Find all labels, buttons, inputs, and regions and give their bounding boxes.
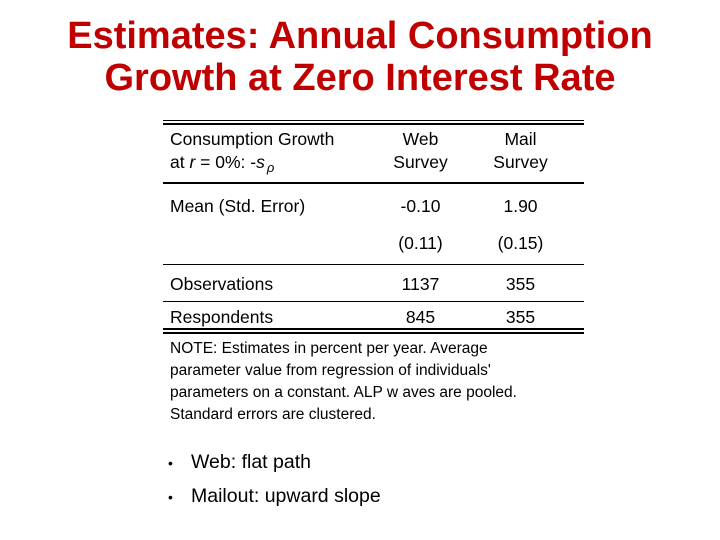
web-value: -0.10 — [400, 196, 441, 216]
web-value: 845 — [405, 307, 436, 327]
bullet-icon: • — [168, 489, 173, 505]
header-label-line2: at r = 0%: -s ρ — [170, 152, 275, 175]
row-label: Respondents — [170, 307, 274, 327]
bullet-text: Web: flat path — [191, 451, 311, 473]
rho-subscript: ρ — [266, 160, 275, 175]
table-row: Mean (Std. Error) -0.10 1.90 — [163, 184, 584, 228]
web-value: 1137 — [401, 274, 440, 294]
mail-value: (0.15) — [497, 233, 544, 253]
table-row: Respondents 845 355 — [163, 301, 584, 328]
row-label: Observations — [170, 274, 274, 294]
row-label: Mean (Std. Error) — [170, 196, 306, 216]
mail-value: 355 — [505, 307, 536, 327]
results-table: Consumption Growth at r = 0%: -s ρ Web Su… — [163, 120, 584, 426]
row-label — [163, 232, 368, 264]
bullet-text: Mailout: upward slope — [191, 485, 381, 507]
list-item: • Web: flat path — [168, 450, 381, 475]
table-header-label: Consumption Growth at r = 0%: -s ρ — [163, 128, 368, 179]
table-top-rule-thin — [163, 120, 584, 121]
page-title: Estimates: Annual Consumption Growth at … — [67, 15, 653, 99]
table-note: NOTE: Estimates in percent per year. Ave… — [170, 340, 517, 423]
table-row: Observations 1137 355 — [163, 264, 584, 301]
bullet-list: • Web: flat path • Mailout: upward slope — [168, 450, 381, 518]
table-bottom-double-rule — [163, 328, 584, 334]
table-row: (0.11) (0.15) — [163, 228, 584, 264]
mail-value: 1.90 — [503, 196, 538, 216]
list-item: • Mailout: upward slope — [168, 484, 381, 509]
table-header-mail: Mail Survey — [493, 129, 548, 172]
web-value: (0.11) — [398, 233, 443, 253]
table-top-rule-thick — [163, 123, 584, 125]
table-header-row: Consumption Growth at r = 0%: -s ρ Web Su… — [163, 125, 584, 184]
header-label-line1: Consumption Growth — [170, 129, 335, 149]
bullet-icon: • — [168, 455, 173, 471]
table-header-web: Web Survey — [393, 129, 448, 172]
mail-value: 355 — [505, 274, 536, 294]
